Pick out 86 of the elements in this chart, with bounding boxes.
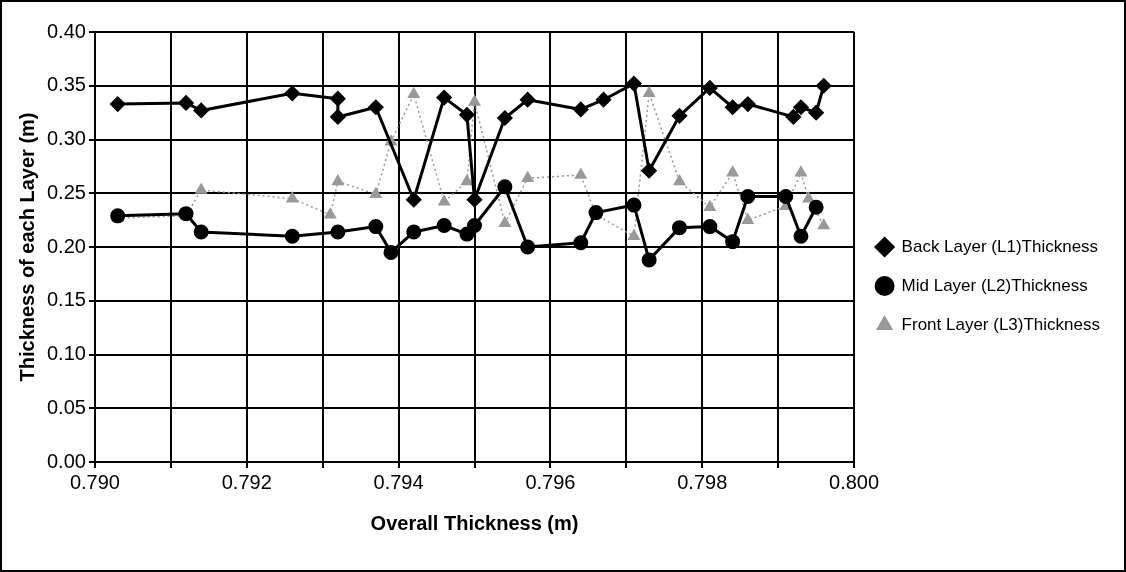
y-tick-label: 0.00 — [46, 449, 86, 472]
point — [368, 219, 384, 235]
x-tick-label: 0.798 — [677, 470, 728, 493]
point — [641, 163, 657, 179]
point — [725, 234, 741, 250]
point — [438, 195, 451, 206]
point — [330, 91, 346, 107]
point — [195, 183, 208, 194]
point — [793, 228, 809, 244]
y-tick-label: 0.35 — [46, 73, 86, 96]
y-tick-label: 0.40 — [46, 19, 86, 42]
point — [627, 229, 640, 240]
point — [406, 192, 422, 208]
point — [368, 99, 384, 115]
point — [467, 192, 483, 208]
point — [436, 218, 452, 233]
point — [110, 96, 126, 112]
point — [671, 220, 687, 236]
point — [626, 76, 642, 92]
point — [497, 179, 513, 195]
point — [808, 105, 824, 121]
point — [369, 187, 382, 199]
point — [330, 109, 346, 125]
point — [808, 199, 824, 215]
point — [793, 99, 809, 115]
point — [795, 166, 807, 177]
point — [468, 95, 481, 106]
point — [740, 188, 756, 204]
point — [702, 219, 718, 235]
point — [498, 216, 511, 228]
point — [330, 224, 346, 240]
point — [520, 92, 536, 108]
point — [702, 80, 718, 96]
point — [785, 109, 801, 125]
point — [497, 110, 513, 126]
point — [596, 92, 612, 108]
legend-label: Mid Layer (L2)Thickness — [901, 275, 1088, 295]
point — [740, 96, 756, 112]
x-tick-label: 0.794 — [373, 470, 424, 493]
point — [467, 218, 483, 233]
point — [574, 168, 587, 179]
y-tick-label: 0.05 — [46, 395, 86, 418]
point — [178, 95, 194, 111]
point — [407, 87, 420, 99]
point — [802, 191, 815, 203]
point — [436, 90, 452, 106]
point — [383, 244, 399, 260]
x-tick-label: 0.800 — [829, 470, 880, 493]
point — [726, 166, 739, 177]
point — [406, 224, 422, 240]
point — [778, 188, 794, 204]
point — [284, 85, 300, 101]
point — [460, 174, 473, 186]
y-tick-label: 0.15 — [46, 288, 86, 311]
point — [643, 86, 656, 98]
y-tick-label: 0.30 — [46, 127, 86, 150]
point — [573, 101, 589, 117]
legend-label: Front Layer (L3)Thickness — [901, 314, 1100, 334]
point — [193, 102, 209, 118]
x-tick-label: 0.792 — [221, 470, 272, 493]
y-tick-label: 0.10 — [46, 342, 86, 365]
x-axis-title: Overall Thickness (m) — [370, 511, 579, 534]
point — [286, 191, 299, 203]
point — [573, 235, 589, 251]
y-tick-label: 0.25 — [46, 180, 86, 203]
point — [671, 108, 687, 124]
y-tick-label: 0.20 — [46, 234, 86, 257]
x-tick-label: 0.796 — [525, 470, 576, 493]
point — [725, 99, 741, 115]
x-tick-label: 0.790 — [69, 470, 120, 493]
point — [331, 174, 344, 186]
point — [459, 107, 475, 123]
point — [521, 171, 534, 182]
point — [626, 197, 642, 213]
point — [193, 224, 209, 240]
point — [816, 78, 832, 94]
point — [703, 200, 716, 211]
legend-label: Back Layer (L1)Thickness — [901, 236, 1099, 256]
point — [324, 208, 337, 219]
point — [284, 228, 300, 244]
y-axis-title: Thickness of each Layer (m) — [15, 112, 38, 382]
point — [741, 213, 754, 224]
point — [817, 218, 830, 230]
point — [641, 252, 657, 268]
point — [520, 239, 536, 255]
point — [673, 174, 686, 186]
